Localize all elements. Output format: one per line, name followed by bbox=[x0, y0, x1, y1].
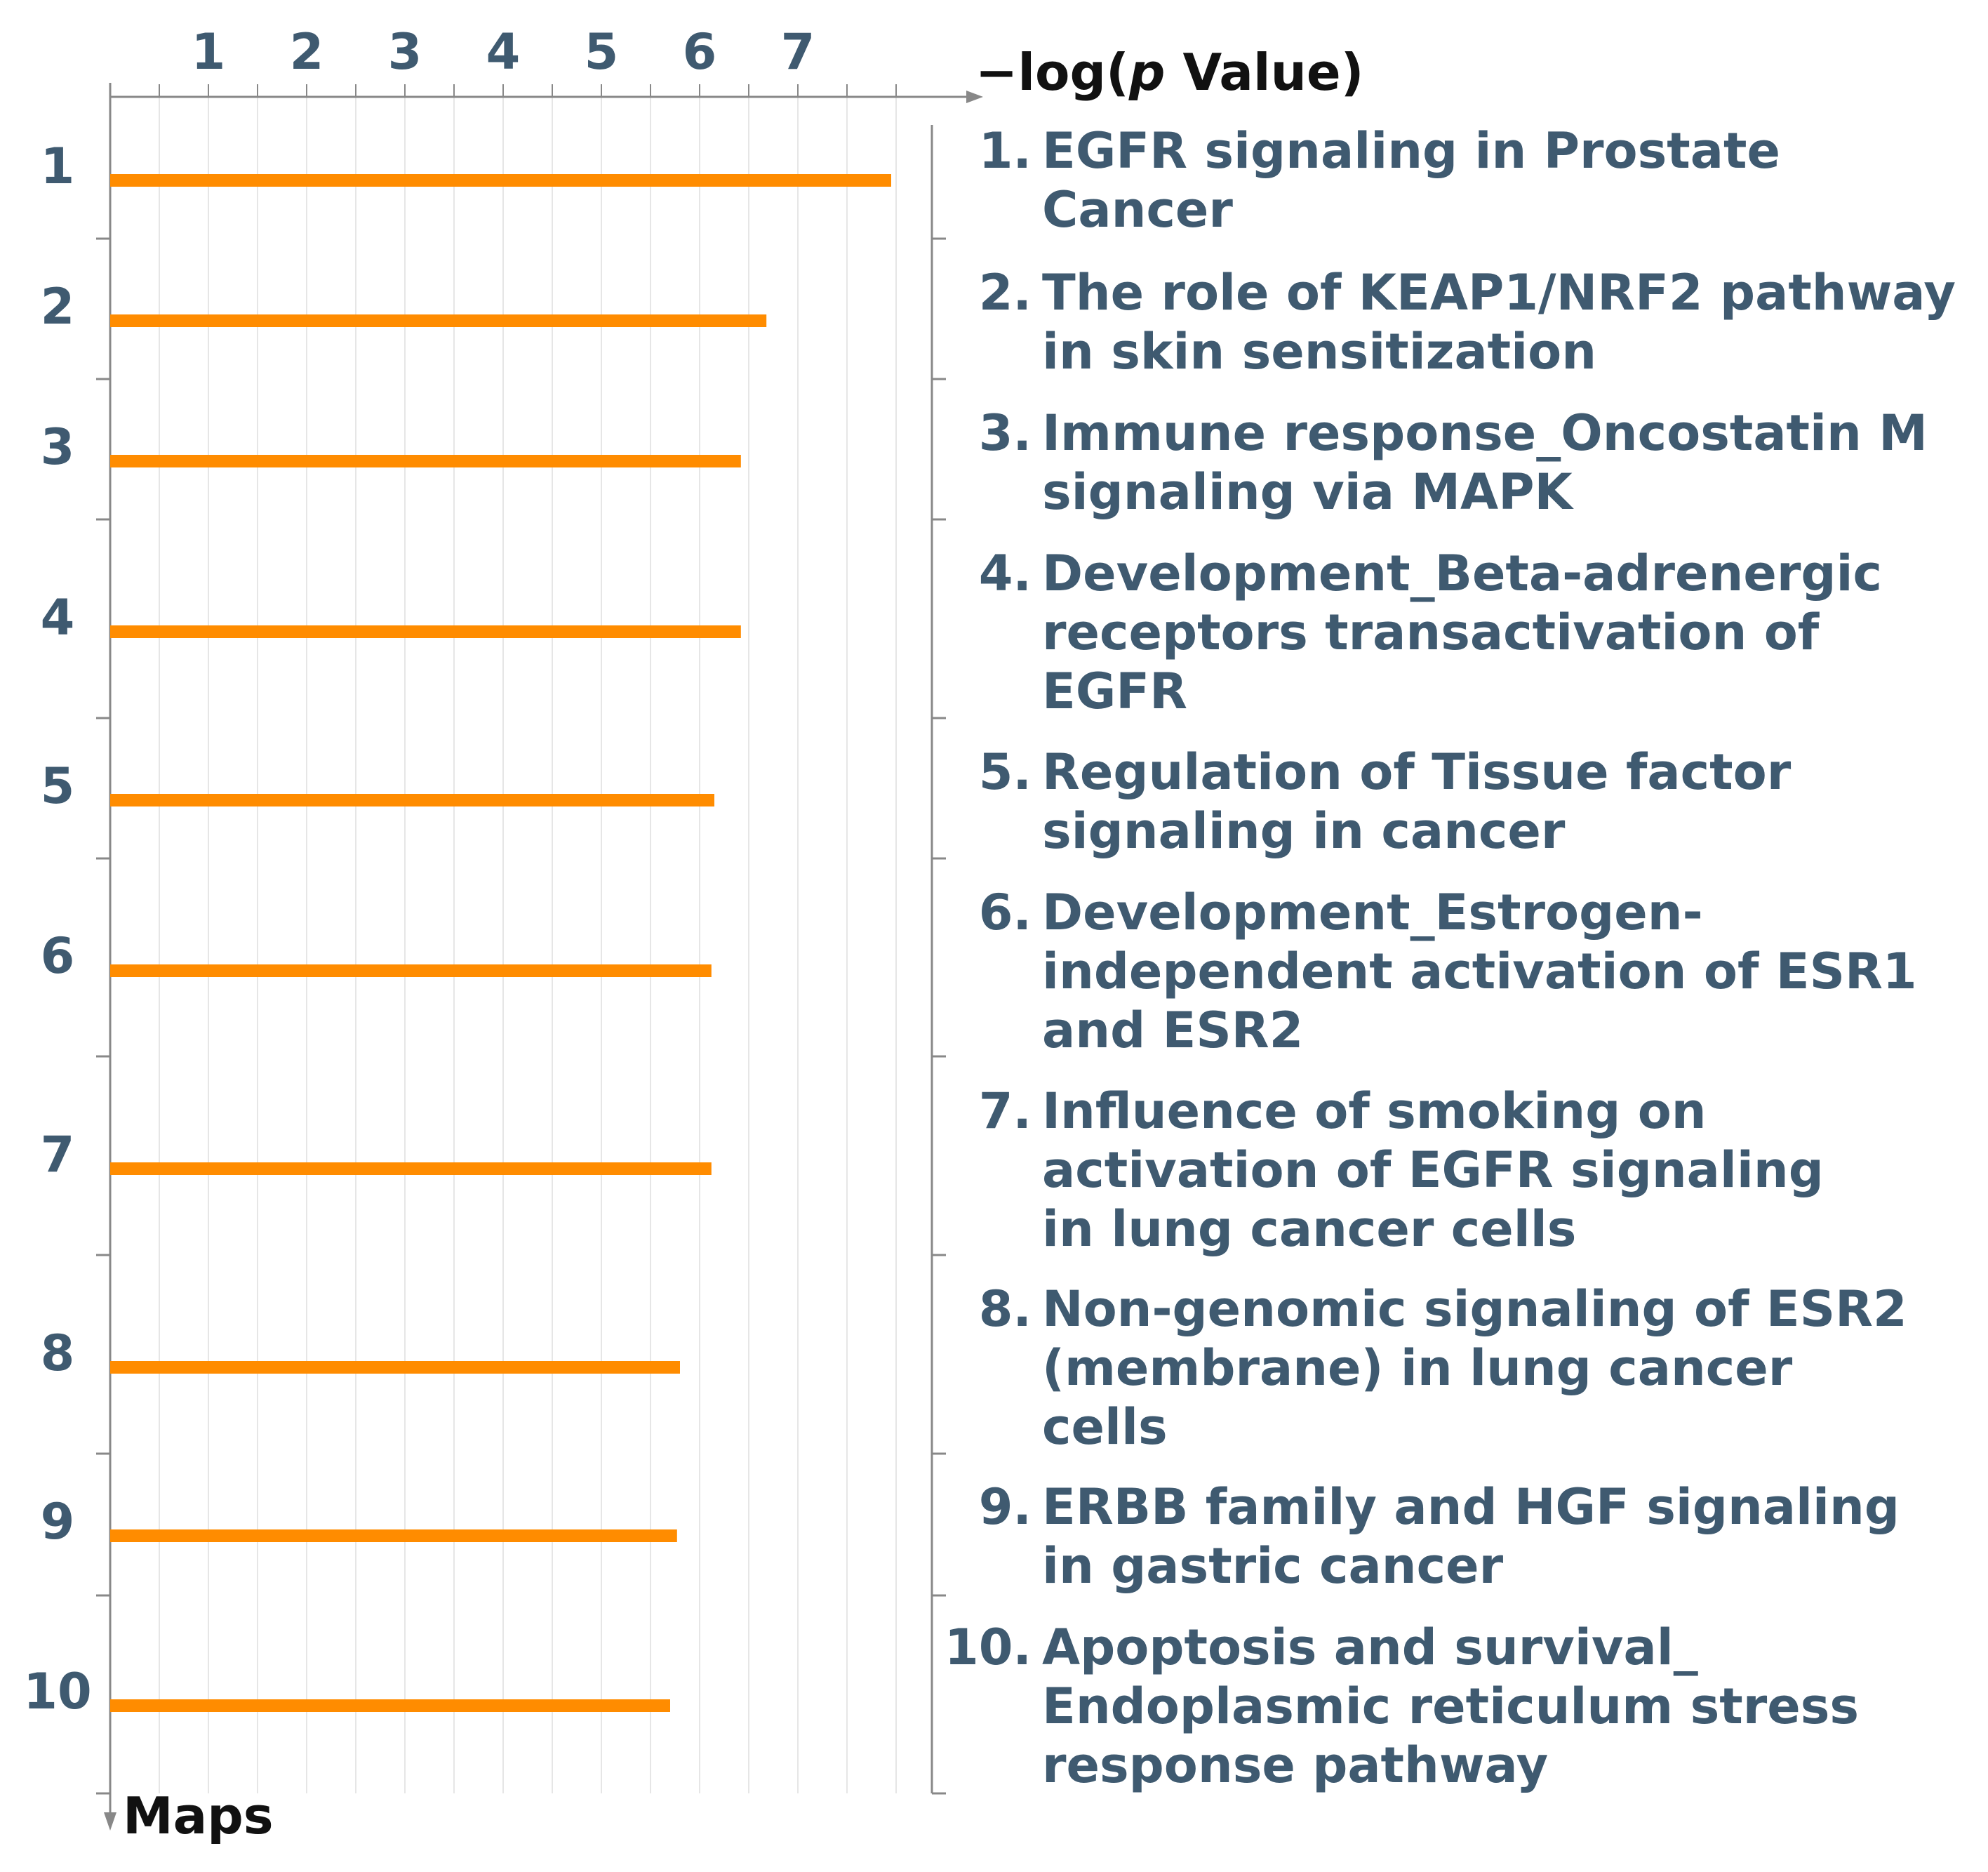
bar bbox=[110, 455, 741, 467]
pathway-label-line: and ESR2 bbox=[1042, 1002, 1303, 1059]
bar bbox=[110, 625, 741, 638]
pathway-label-number: 10. bbox=[945, 1619, 1032, 1676]
bar bbox=[110, 174, 891, 187]
bar bbox=[110, 964, 712, 977]
row-number: 2 bbox=[41, 278, 75, 336]
x-tick-label: 4 bbox=[486, 23, 521, 81]
pathway-label-number: 3. bbox=[979, 404, 1032, 462]
x-tick-labels: 1 2 3 4 5 6 7 bbox=[192, 23, 815, 81]
row-number: 1 bbox=[41, 138, 75, 195]
grid-lines bbox=[159, 97, 897, 1793]
pathway-label-line: Non-genomic signaling of ESR2 bbox=[1042, 1280, 1907, 1338]
bar bbox=[110, 1699, 670, 1712]
row-number: 7 bbox=[41, 1126, 75, 1183]
pathway-label-line: Endoplasmic reticulum stress bbox=[1042, 1678, 1859, 1735]
pathway-label-line: EGFR signaling in Prostate bbox=[1042, 122, 1780, 180]
pathway-label-number: 7. bbox=[979, 1082, 1032, 1140]
bars bbox=[110, 174, 891, 1712]
x-tick-label: 7 bbox=[781, 23, 815, 81]
pathway-label-number: 9. bbox=[979, 1478, 1032, 1536]
row-number: 10 bbox=[23, 1663, 91, 1720]
row-number: 9 bbox=[41, 1493, 75, 1551]
pathway-label-line: EGFR bbox=[1042, 663, 1187, 720]
axes bbox=[96, 83, 983, 1831]
bar bbox=[110, 794, 714, 806]
row-number: 3 bbox=[41, 418, 75, 476]
y-axis-arrow bbox=[104, 1812, 116, 1831]
pathway-label-line: Cancer bbox=[1042, 181, 1233, 239]
pathway-label-line: Development_Beta-adrenergic bbox=[1042, 545, 1882, 602]
pathway-label-line: activation of EGFR signaling bbox=[1042, 1141, 1824, 1199]
x-tick-label: 5 bbox=[585, 23, 619, 81]
x-tick-label: 1 bbox=[192, 23, 226, 81]
x-axis-arrow bbox=[966, 91, 983, 103]
bar bbox=[110, 314, 767, 327]
pathway-label-line: Development_Estrogen- bbox=[1042, 884, 1703, 941]
pathway-label-line: response pathway bbox=[1042, 1737, 1548, 1794]
pathway-label-line: Regulation of Tissue factor bbox=[1042, 743, 1792, 801]
pathway-label-line: in gastric cancer bbox=[1042, 1537, 1504, 1595]
pathway-label-number: 1. bbox=[979, 122, 1032, 180]
pathway-label-line: Influence of smoking on bbox=[1042, 1082, 1707, 1140]
row-number: 4 bbox=[41, 589, 75, 646]
x-tick-label: 6 bbox=[683, 23, 717, 81]
pathway-label-line: cells bbox=[1042, 1398, 1168, 1456]
x-axis-title: −log(p Value) bbox=[975, 43, 1364, 102]
bar bbox=[110, 1162, 712, 1175]
row-number: 6 bbox=[41, 927, 75, 985]
pathway-label-number: 6. bbox=[979, 884, 1032, 941]
pathway-label-line: signaling in cancer bbox=[1042, 802, 1566, 860]
pathway-label-number: 5. bbox=[979, 743, 1032, 801]
pathway-label-line: independent activation of ESR1 bbox=[1042, 943, 1917, 1000]
pathway-label-number: 8. bbox=[979, 1280, 1032, 1338]
bar bbox=[110, 1361, 680, 1374]
pathway-label-line: (membrane) in lung cancer bbox=[1042, 1339, 1793, 1397]
pathway-label-line: ERBB family and HGF signaling bbox=[1042, 1478, 1900, 1536]
pathway-label-line: receptors transactivation of bbox=[1042, 604, 1820, 661]
pathway-label-number: 2. bbox=[979, 264, 1032, 321]
row-number: 8 bbox=[41, 1325, 75, 1382]
pathway-label-number: 4. bbox=[979, 545, 1032, 602]
x-tick-label: 2 bbox=[290, 23, 324, 81]
pathway-label-line: in skin sensitization bbox=[1042, 323, 1596, 380]
pathway-label-line: in lung cancer cells bbox=[1042, 1200, 1576, 1258]
row-number: 5 bbox=[41, 757, 75, 815]
y-axis-title: Maps bbox=[123, 1786, 274, 1845]
x-tick-label: 3 bbox=[388, 23, 422, 81]
pathway-label-line: Apoptosis and survival_ bbox=[1042, 1619, 1698, 1676]
pathway-label-line: signaling via MAPK bbox=[1042, 463, 1575, 521]
pathway-label-line: Immune response_Oncostatin M bbox=[1042, 404, 1928, 462]
bar bbox=[110, 1529, 677, 1542]
row-number-labels: 1 2 3 4 5 6 7 8 9 10 bbox=[23, 138, 91, 1720]
pathway-label-line: The role of KEAP1/NRF2 pathway bbox=[1042, 264, 1956, 321]
